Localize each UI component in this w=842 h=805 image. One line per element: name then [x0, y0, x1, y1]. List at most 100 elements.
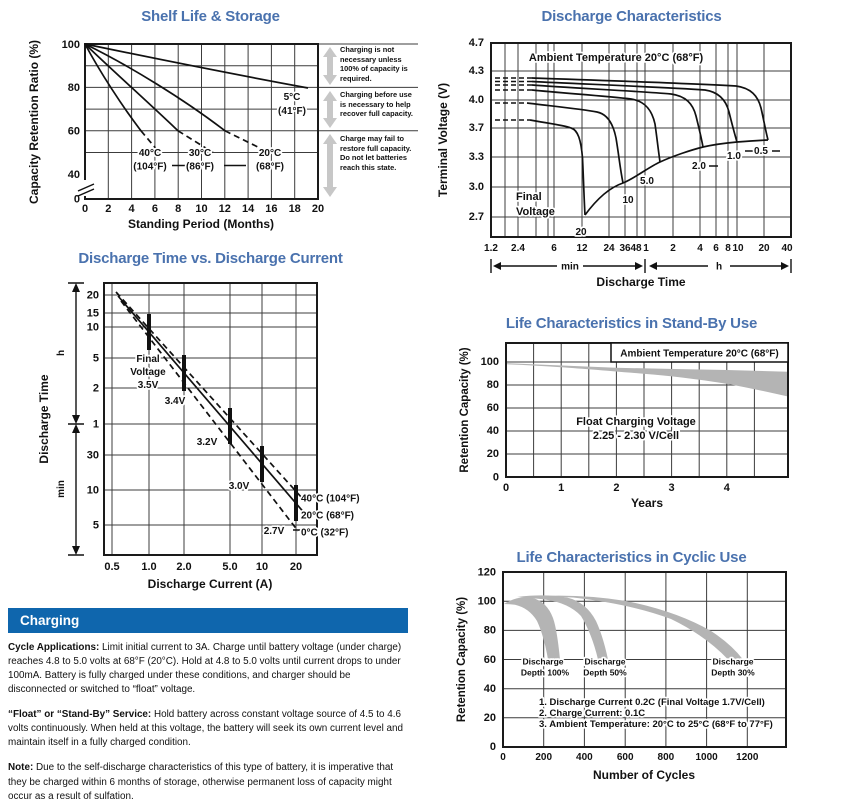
y-tick: 0: [74, 194, 80, 206]
dchar-x-axis-label: Discharge Time: [596, 275, 685, 289]
zone-arrows: [323, 47, 337, 197]
y-tick: 40: [487, 425, 499, 437]
x-tick: 1.2: [484, 243, 498, 254]
x-tick: 12: [576, 243, 588, 254]
dtime-x-ticks: 0.5 1.0 2.0 5.0 10 20: [104, 561, 302, 573]
discharge-time-chart-title: Discharge Time vs. Discharge Current: [78, 250, 343, 267]
discharge-characteristics-title: Discharge Characteristics: [541, 8, 722, 25]
x-tick: 0: [503, 482, 509, 494]
y-tick: 10: [87, 322, 99, 334]
standby-ambient-box: Ambient Temperature 20°C (68°F): [610, 342, 789, 363]
paragraph-lead: Note:: [8, 762, 34, 774]
y-tick: 20: [487, 448, 499, 460]
cyclic-life-title: Life Characteristics in Cyclic Use: [516, 549, 747, 566]
x-tick: 36: [619, 243, 631, 254]
x-tick: 0: [500, 752, 506, 763]
y-tick: 100: [62, 39, 80, 51]
x-tick: 2.4: [511, 243, 525, 254]
charging-paragraph: “Float” or “Stand-By” Service: Hold batt…: [8, 708, 411, 750]
unit-min-label: min: [561, 262, 579, 273]
paragraph-lead: Cycle Applications:: [8, 642, 100, 653]
dchar-unit-arrows: min h: [490, 259, 792, 273]
cyclic-y-ticks: 120 100 80 60 40 20 0: [478, 567, 496, 754]
rate-20: 20: [575, 227, 587, 238]
dtime-y-ticks: 20 15 10 5 2 1 30 10 5: [87, 290, 99, 532]
shelf-curve-labels: 40°C (104°F) 30°C (86°F) 20°C (68°F) 5°C…: [132, 90, 308, 174]
cyclic-note-2: 2. Charge Current: 0.1C: [539, 708, 645, 719]
final-voltage-label: Voltage: [516, 206, 555, 218]
x-tick: 2: [105, 203, 111, 215]
charging-paragraph: Note: Due to the self-discharge characte…: [8, 761, 411, 803]
y-tick: 80: [68, 82, 80, 94]
x-tick: 18: [289, 203, 301, 215]
cyclic-x-ticks: 0 200 400 600 800 1000 1200: [500, 752, 759, 763]
rate-10: 10: [622, 195, 634, 206]
y-tick: 4.7: [469, 37, 484, 49]
curve-label-5c: 5°C: [284, 92, 301, 103]
y-tick: 60: [487, 402, 499, 414]
dchar-curves: [495, 77, 780, 216]
y-tick: 0: [493, 472, 499, 484]
shelf-y-axis-label: Capacity Retention Ratio (%): [27, 40, 41, 204]
y-tick: 0: [490, 741, 496, 753]
x-tick: 0.5: [104, 561, 119, 573]
standby-x-axis-label: Years: [631, 496, 663, 510]
y-tick: 100: [481, 356, 499, 368]
curve-label-40f: (104°F): [133, 162, 166, 173]
dtime-unit-bracket: h min: [56, 282, 84, 556]
y-tick: 3.3: [469, 151, 484, 163]
band-depth-50: [517, 595, 608, 660]
y-tick: 2.7: [469, 211, 484, 223]
band-depth-100: [504, 597, 560, 660]
x-tick: 20: [312, 203, 324, 215]
dchar-y-ticks: 4.7 4.3 4.0 3.7 3.3 3.0 2.7: [469, 37, 484, 223]
shelf-chart-title: Shelf Life & Storage: [141, 8, 280, 25]
voltage-3-2: 3.2V: [197, 437, 218, 448]
cyclic-note-1: 1. Discharge Current 0.2C (Final Voltage…: [539, 697, 765, 708]
shelf-grid: [85, 43, 418, 199]
x-tick: 16: [265, 203, 277, 215]
rate-05: 0.5: [754, 146, 768, 157]
y-tick: 80: [484, 625, 496, 637]
rate-5: 5.0: [640, 176, 654, 187]
y-tick: 20: [87, 290, 99, 302]
dchar-x-ticks: 1.2 2.4 6 12 24 36 48 1 2 4 6 8 10 20 40: [484, 243, 793, 254]
x-tick: 14: [242, 203, 255, 215]
standby-x-ticks: 0 1 2 3 4: [503, 482, 731, 494]
discharge-time-chart: Final Voltage 3.5V 3.4V 3.2V 3.0V 2.7V 4…: [37, 282, 361, 591]
cyclic-bands: [504, 595, 743, 660]
float-voltage-label: Float Charging Voltage: [576, 416, 696, 428]
shelf-zone-note-1: Charging is not necessary unless 100% of…: [340, 45, 408, 83]
x-tick: 1.0: [141, 561, 156, 573]
x-tick: 1000: [695, 752, 718, 763]
band-depth-30: [525, 595, 743, 660]
y-tick: 120: [478, 567, 496, 579]
x-tick: 2.0: [176, 561, 191, 573]
depth-50-label: Depth 50%: [583, 668, 627, 678]
voltage-3-4: 3.4V: [165, 396, 186, 407]
zone-arrow-icon: [323, 134, 337, 197]
x-tick: 10: [195, 203, 207, 215]
curve-label-5f: (41°F): [278, 106, 306, 117]
rate-1: 1.0: [727, 151, 741, 162]
y-tick: 2: [93, 383, 99, 395]
standby-life-title: Life Characteristics in Stand-By Use: [505, 315, 758, 332]
x-tick: 6: [551, 243, 557, 254]
shelf-plot-border: [84, 43, 319, 200]
voltage-3-5: 3.5V: [138, 380, 159, 391]
y-tick: 5: [93, 520, 99, 532]
y-tick: 4.3: [469, 65, 484, 77]
dchar-rate-labels: 20 10 5.0 2.0 1.0 0.5: [574, 144, 770, 240]
x-tick: 48: [630, 243, 642, 254]
paragraph-body: Limit initial current to 3A. Charge unti…: [8, 642, 402, 696]
y-tick: 20: [484, 712, 496, 724]
shelf-x-ticks: 0 2 4 6 8 10 12 14 16 18 20: [82, 203, 324, 215]
x-tick: 4: [129, 203, 136, 215]
legend-20c: 20°C (68°F): [301, 511, 354, 522]
dtime-value-labels: Final Voltage 3.5V 3.4V 3.2V 3.0V 2.7V: [129, 352, 287, 539]
dtime-curves: [115, 291, 313, 532]
depth-50-label: Discharge: [584, 657, 625, 667]
paragraph-body: Due to the self-discharge characteristic…: [8, 762, 394, 802]
cyclic-notes: 1. Discharge Current 0.2C (Final Voltage…: [537, 695, 774, 732]
x-tick: 4: [724, 482, 731, 494]
